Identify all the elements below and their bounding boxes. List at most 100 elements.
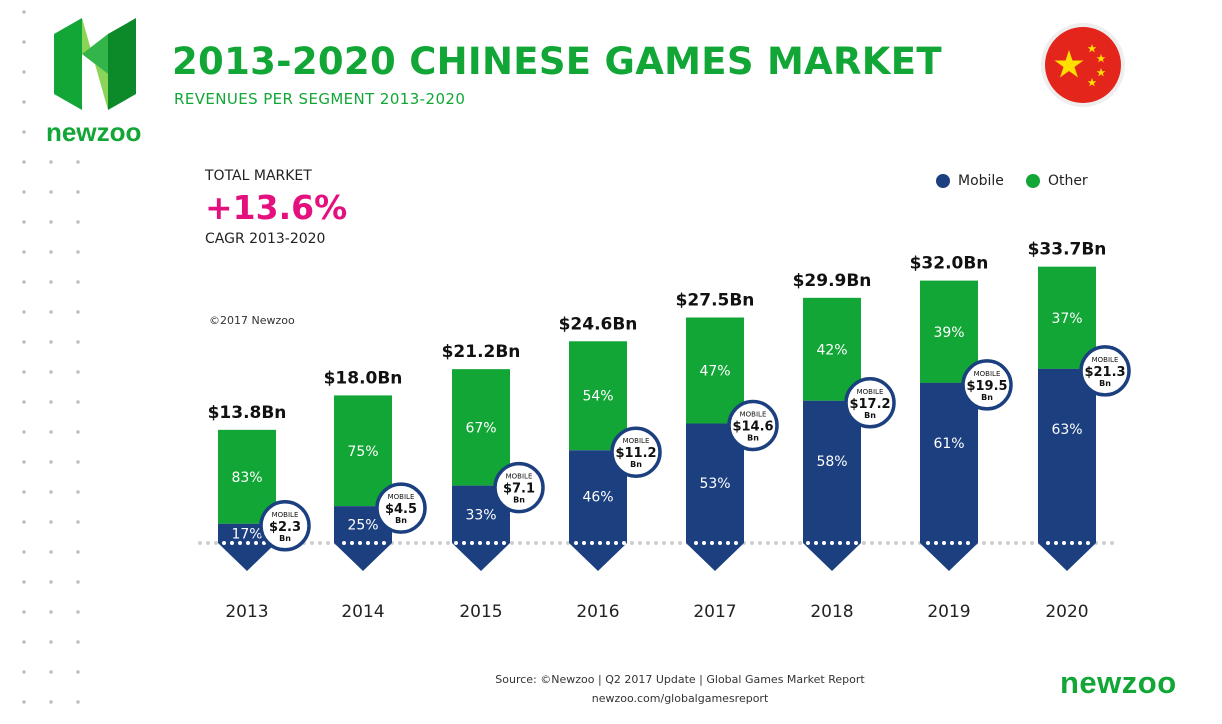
mobile-callout-value-2016: $11.2: [615, 446, 656, 461]
mobile-callout-caption-2020: MOBILE: [1092, 356, 1119, 364]
baseline-dot-over-bar: [246, 541, 250, 545]
other-percent-label-2018: 42%: [816, 342, 847, 358]
baseline-dot: [798, 541, 802, 545]
baseline-dot: [894, 541, 898, 545]
mobile-callout-value-2015: $7.1: [503, 482, 535, 497]
total-label-2017: $27.5Bn: [676, 291, 755, 311]
x-tick-label-2019: 2019: [927, 602, 970, 622]
baseline-dot: [510, 541, 514, 545]
page-title: 2013-2020 CHINESE GAMES MARKET: [172, 40, 942, 83]
baseline-dot-over-bar: [1062, 541, 1066, 545]
mobile-percent-label-2015: 33%: [465, 507, 496, 523]
baseline-dot-over-bar: [582, 541, 586, 545]
baseline-dot-over-bar: [934, 541, 938, 545]
baseline-dot: [870, 541, 874, 545]
total-label-2018: $29.9Bn: [793, 271, 872, 291]
bar-mobile-2017: [686, 423, 744, 571]
mobile-callout-value-2014: $4.5: [385, 502, 417, 517]
baseline-dot: [558, 541, 562, 545]
other-percent-label-2014: 75%: [347, 444, 378, 460]
decorative-dot: [49, 190, 53, 194]
mobile-callout-caption-2013: MOBILE: [272, 511, 299, 519]
baseline-dot: [438, 541, 442, 545]
decorative-dot: [22, 250, 26, 254]
mobile-callout-value-2013: $2.3: [269, 520, 301, 535]
bar-mobile-2016: [569, 450, 627, 571]
decorative-dot: [22, 490, 26, 494]
mobile-percent-label-2014: 25%: [347, 518, 378, 534]
decorative-dot: [22, 550, 26, 554]
baseline-dot-over-bar: [838, 541, 842, 545]
baseline-dot: [422, 541, 426, 545]
decorative-dot: [49, 160, 53, 164]
decorative-dot: [76, 220, 80, 224]
decorative-dot: [49, 250, 53, 254]
cagr-value: +13.6%: [205, 188, 348, 227]
source-note: Source: ©Newzoo | Q2 2017 Update | Globa…: [495, 673, 865, 686]
baseline-dot-over-bar: [222, 541, 226, 545]
baseline-dot: [1110, 541, 1114, 545]
other-percent-label-2015: 67%: [465, 420, 496, 436]
mobile-callout-2020: [1079, 345, 1131, 397]
baseline-dot-over-bar: [622, 541, 626, 545]
legend-label-mobile: Mobile: [958, 173, 1004, 189]
mobile-callout-2013: [259, 500, 311, 552]
decorative-dot: [49, 400, 53, 404]
mobile-callout-unit-2020: Bn: [1099, 379, 1111, 388]
baseline-dot: [206, 541, 210, 545]
decorative-dot: [22, 220, 26, 224]
decorative-dot: [22, 190, 26, 194]
other-percent-label-2020: 37%: [1051, 311, 1082, 327]
mobile-callout-2019: [961, 359, 1013, 411]
baseline-dot-over-bar: [806, 541, 810, 545]
copyright-note: ©2017 Newzoo: [209, 314, 295, 327]
baseline-dot: [198, 541, 202, 545]
baseline-dot-over-bar: [254, 541, 258, 545]
baseline-dot: [406, 541, 410, 545]
baseline-dot: [654, 541, 658, 545]
mobile-callout-unit-2014: Bn: [395, 516, 407, 525]
baseline-dot-over-bar: [478, 541, 482, 545]
baseline-dot-over-bar: [470, 541, 474, 545]
baseline-dot-over-bar: [950, 541, 954, 545]
decorative-dot: [22, 640, 26, 644]
baseline-dot-over-bar: [710, 541, 714, 545]
baseline-dot-over-bar: [574, 541, 578, 545]
decorative-dot: [49, 520, 53, 524]
baseline-dot-over-bar: [1078, 541, 1082, 545]
baseline-dot: [310, 541, 314, 545]
mobile-callout-2015: [493, 461, 545, 514]
baseline-dot: [446, 541, 450, 545]
baseline-dot: [646, 541, 650, 545]
bar-mobile-2015: [452, 485, 510, 571]
decorative-dot: [76, 310, 80, 314]
decorative-dot: [76, 190, 80, 194]
decorative-dot: [76, 700, 80, 704]
baseline-dot: [878, 541, 882, 545]
decorative-dot: [76, 580, 80, 584]
mobile-percent-label-2017: 53%: [699, 476, 730, 492]
mobile-callout-2016: [610, 426, 662, 478]
legend-item-mobile: Mobile: [936, 173, 1004, 189]
decorative-dot: [76, 550, 80, 554]
baseline-dot-over-bar: [926, 541, 930, 545]
bar-other-2014: [334, 395, 392, 507]
baseline-dot-over-bar: [262, 541, 266, 545]
baseline-dot-over-bar: [1046, 541, 1050, 545]
other-percent-label-2019: 39%: [933, 325, 964, 341]
baseline-dot-over-bar: [462, 541, 466, 545]
baseline-dot-over-bar: [342, 541, 346, 545]
decorative-dot: [49, 700, 53, 704]
baseline-dot: [902, 541, 906, 545]
mobile-callout-value-2018: $17.2: [849, 397, 890, 412]
other-percent-label-2016: 54%: [582, 389, 613, 405]
decorative-dot: [22, 430, 26, 434]
baseline-dot-over-bar: [590, 541, 594, 545]
baseline-dot-over-bar: [846, 541, 850, 545]
brand-wordmark-bottom: newzoo: [1060, 665, 1177, 700]
total-market-label: TOTAL MARKET: [205, 168, 312, 184]
mobile-callout-caption-2019: MOBILE: [974, 370, 1001, 378]
baseline-dot-over-bar: [358, 541, 362, 545]
mobile-callout-caption-2017: MOBILE: [740, 410, 767, 418]
